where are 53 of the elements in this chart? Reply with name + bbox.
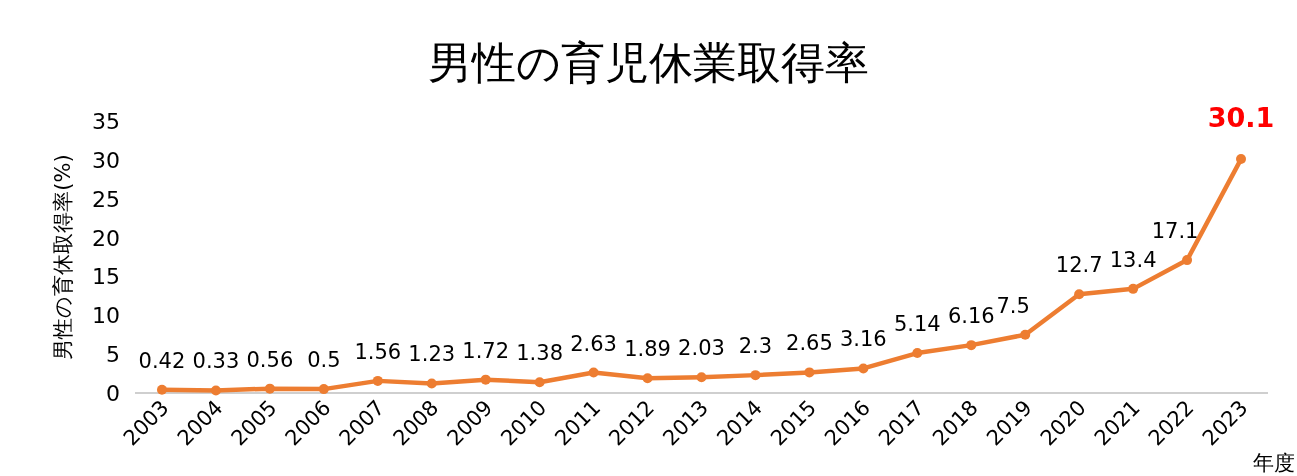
data-label: 0.33 [192,349,240,374]
data-label: 2.3 [738,334,773,359]
point [1020,329,1031,340]
y-tick-label: 15 [92,264,120,290]
data-label: 12.7 [1055,253,1103,278]
data-label: 1.23 [408,342,456,367]
point [156,384,167,395]
y-tick-label: 25 [92,186,120,212]
data-label: 0.56 [246,347,294,372]
data-label: 1.38 [516,341,564,366]
point [858,363,869,374]
annotation: 30.1 [1207,102,1275,134]
chart-title: 男性の育児休業取得率 [428,37,869,88]
point [1236,154,1247,165]
data-label: 1.89 [624,337,671,362]
data-label: 1.72 [462,338,510,363]
y-axis-title: 男性の育休取得率(%) [51,154,75,360]
point [642,373,653,384]
x-axis-title: 年度 [1253,451,1295,475]
y-tick-label: 10 [92,303,120,329]
point [966,340,977,351]
y-tick-label: 0 [106,381,120,406]
y-tick-label: 35 [92,109,120,134]
point [1182,255,1193,266]
point [426,378,437,389]
point [750,370,761,381]
data-label: 6.16 [947,304,995,329]
data-label: 2.63 [570,331,617,356]
point [696,372,707,383]
point [804,367,815,378]
point [318,384,329,395]
point [264,383,275,394]
point [1074,289,1085,300]
point [588,367,599,378]
data-label: 1.56 [354,339,402,364]
data-label: 0.42 [138,348,186,373]
y-tick-label: 5 [106,342,120,368]
point [912,348,923,359]
data-label: 17.1 [1151,219,1199,244]
point [480,374,491,385]
y-tick-label: 20 [92,225,120,251]
point [210,385,221,396]
data-label: 2.03 [678,336,725,361]
data-label: 7.5 [996,293,1030,318]
point [372,375,383,386]
point [1128,283,1139,294]
point [534,377,545,388]
data-label: 0.5 [307,348,341,373]
y-tick-label: 30 [92,147,120,173]
data-label: 3.16 [839,327,887,352]
data-label: 13.4 [1109,247,1157,272]
data-label: 5.14 [893,312,941,337]
data-label: 2.65 [786,331,833,356]
